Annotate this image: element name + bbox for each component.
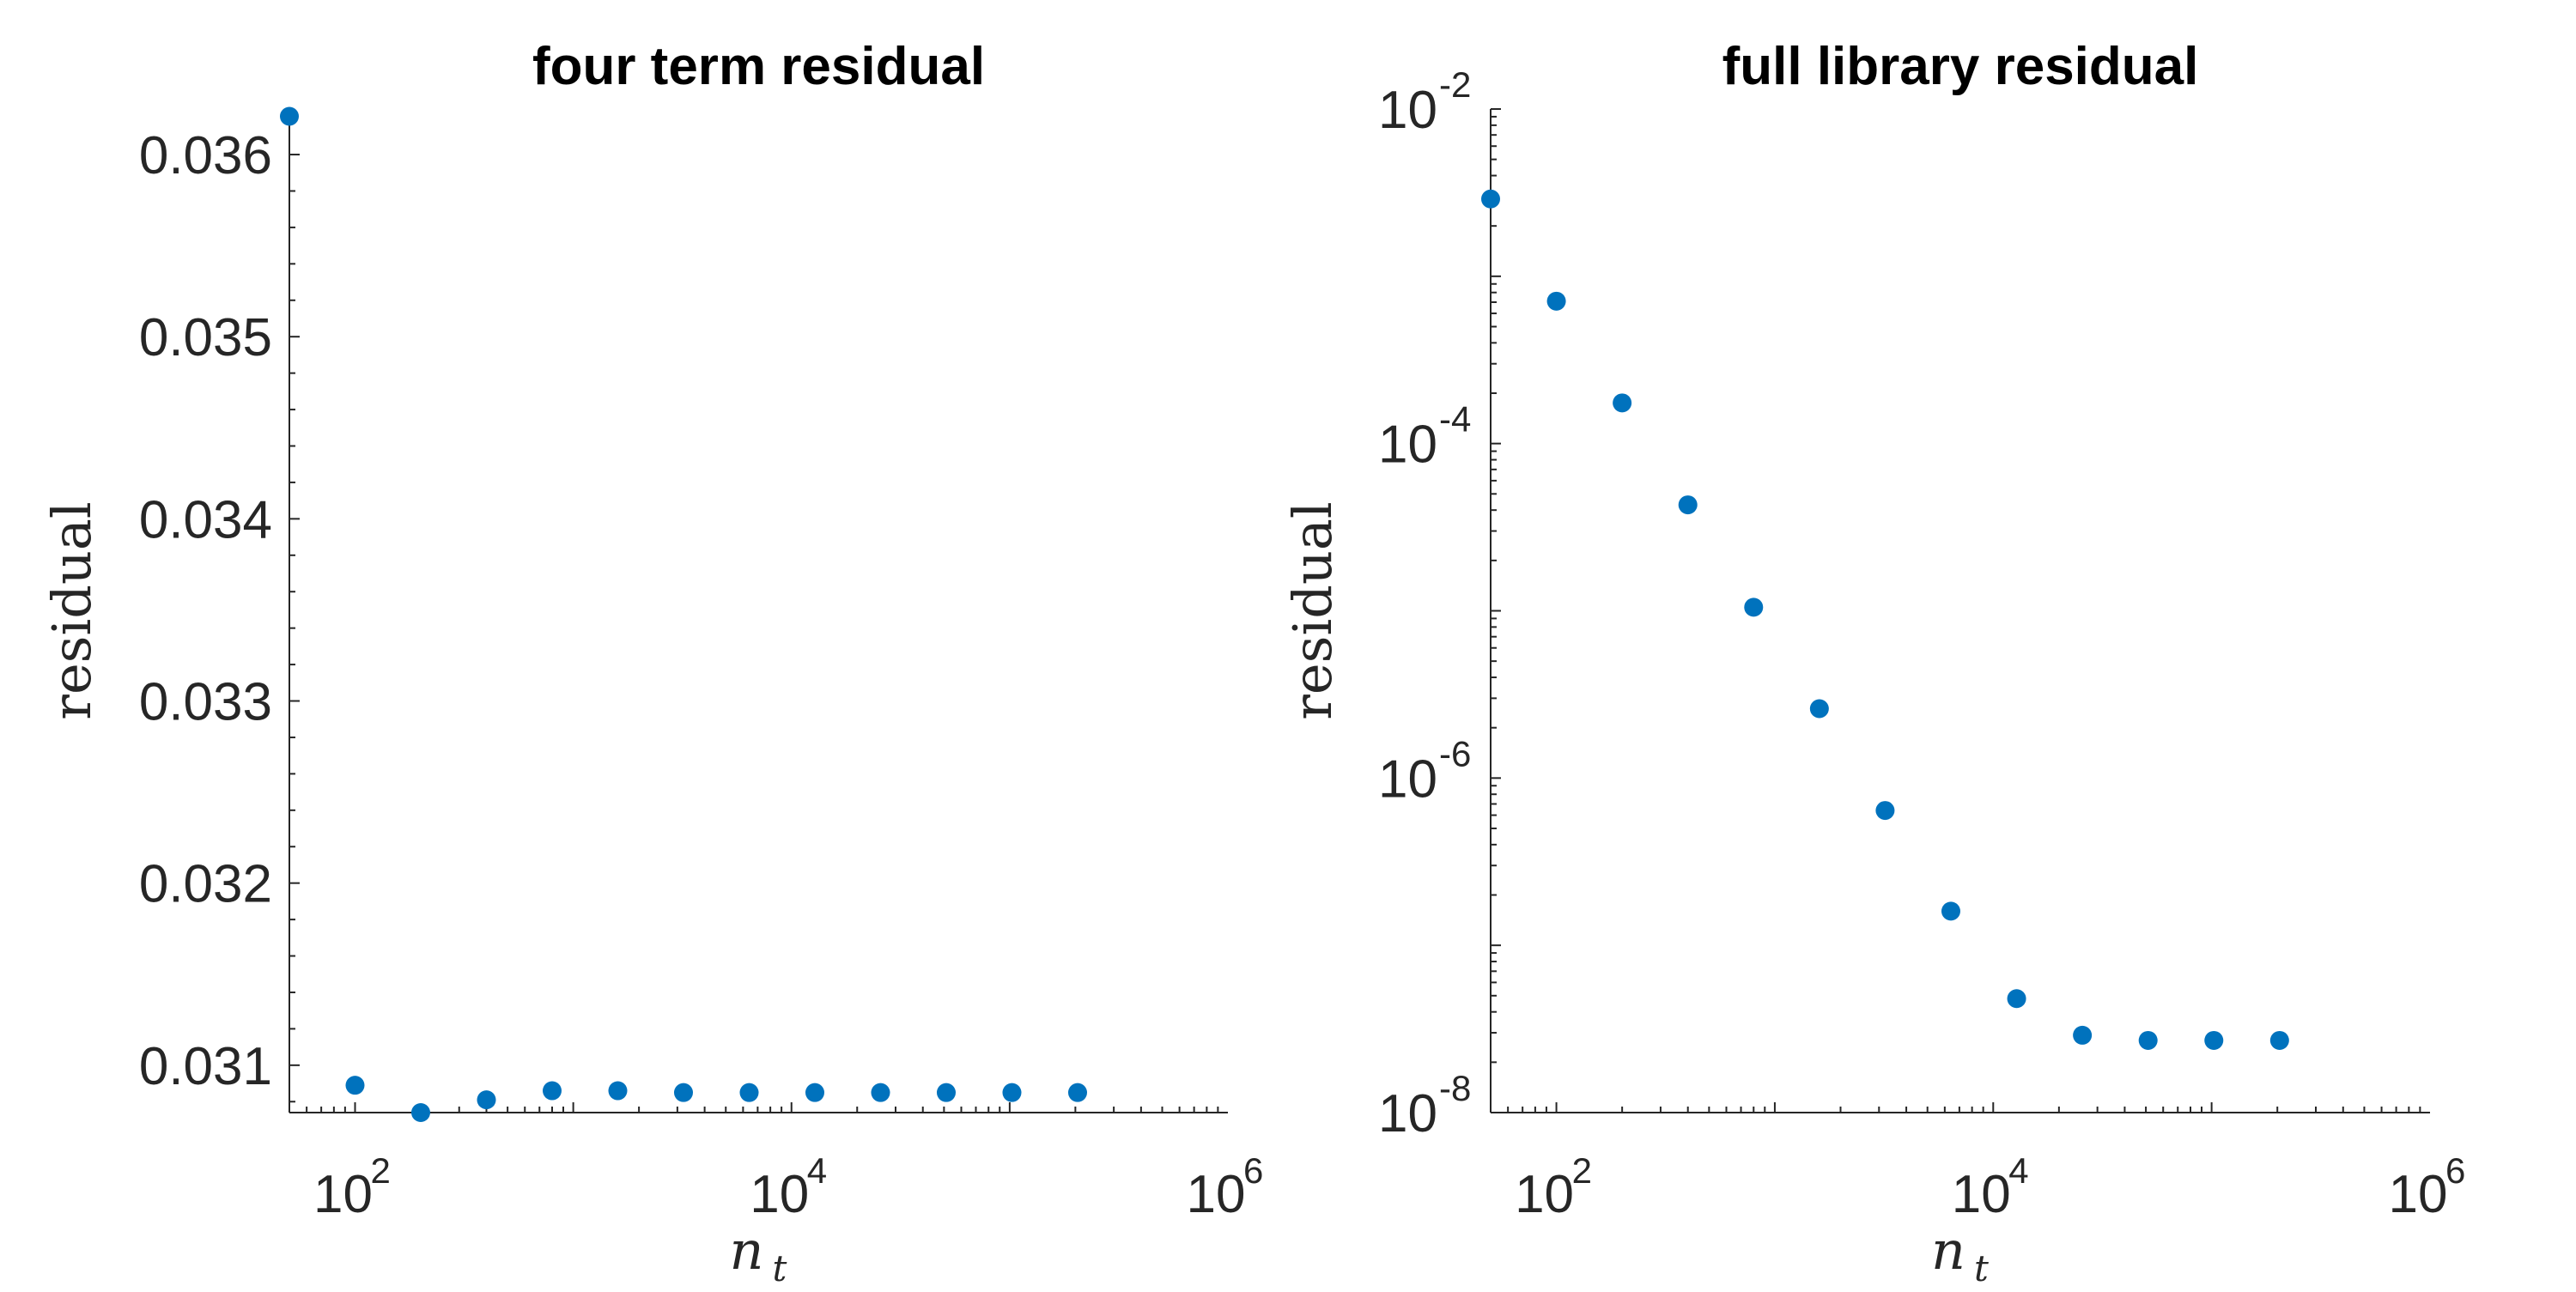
data-point [542, 1081, 562, 1101]
x-tick-exponent: 2 [370, 1150, 390, 1191]
x-tick-label: 10 [750, 1165, 809, 1224]
x-tick-exponent: 2 [1572, 1150, 1592, 1191]
data-point [673, 1083, 693, 1102]
x-axis-label-subscript: t [1974, 1247, 1989, 1289]
data-point [936, 1083, 956, 1102]
data-point [2007, 989, 2026, 1009]
y-axis-label: residual [1281, 501, 1344, 719]
y-tick-label: 0.032 [139, 855, 272, 914]
data-point [410, 1103, 430, 1122]
data-point [739, 1083, 759, 1102]
y-tick-label: 10 [1378, 749, 1437, 809]
x-tick-exponent: 6 [2445, 1150, 2465, 1191]
x-tick-exponent: 4 [2008, 1150, 2028, 1191]
data-point [1067, 1083, 1087, 1102]
data-point [1546, 291, 1566, 311]
y-tick-exponent: -4 [1439, 399, 1471, 440]
data-point [280, 106, 299, 126]
data-point [1678, 495, 1698, 515]
data-point [1941, 901, 1960, 921]
chart-title: full library residual [1722, 37, 2199, 96]
y-tick-label: 0.036 [139, 126, 272, 185]
y-tick-label: 0.034 [139, 490, 272, 549]
x-tick-label: 10 [1515, 1165, 1574, 1224]
y-tick-exponent: -2 [1439, 64, 1471, 105]
data-point [2269, 1030, 2289, 1050]
data-point [2073, 1025, 2093, 1045]
data-point [805, 1083, 824, 1102]
data-point [1613, 393, 1632, 413]
data-point [2138, 1030, 2158, 1050]
data-point [1481, 189, 1500, 209]
y-tick-label: 0.035 [139, 308, 272, 367]
data-point [345, 1076, 365, 1095]
y-tick-exponent: -6 [1439, 733, 1471, 773]
y-tick-label: 10 [1378, 81, 1437, 140]
data-point [477, 1090, 496, 1110]
x-axis-label: n [1931, 1219, 1965, 1282]
y-tick-label: 0.031 [139, 1037, 272, 1096]
y-tick-label: 0.033 [139, 673, 272, 732]
x-tick-exponent: 6 [1243, 1150, 1263, 1191]
data-point [871, 1083, 890, 1102]
y-tick-label: 10 [1378, 416, 1437, 475]
x-tick-exponent: 4 [807, 1150, 827, 1191]
data-point [1744, 597, 1764, 617]
x-axis-label-subscript: t [773, 1247, 787, 1289]
chart-title: four term residual [532, 37, 985, 96]
data-point [1809, 699, 1829, 719]
x-tick-label: 10 [2389, 1165, 2448, 1224]
data-point [1875, 801, 1895, 821]
y-tick-label: 10 [1378, 1084, 1437, 1143]
x-tick-label: 10 [313, 1165, 373, 1224]
data-point [1002, 1083, 1022, 1102]
y-axis-label: residual [40, 501, 103, 719]
data-point [2204, 1030, 2224, 1050]
x-tick-label: 10 [1952, 1165, 2011, 1224]
data-point [608, 1081, 628, 1101]
y-tick-exponent: -8 [1439, 1068, 1471, 1108]
x-axis-label: n [730, 1219, 764, 1282]
x-tick-label: 10 [1187, 1165, 1246, 1224]
